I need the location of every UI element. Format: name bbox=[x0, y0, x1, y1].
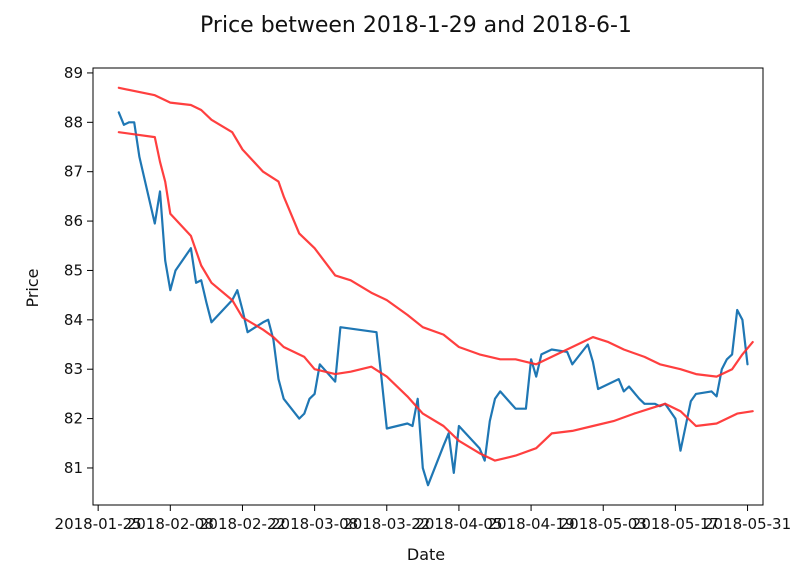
x-tick-label: 2018-04-19 bbox=[487, 515, 574, 533]
y-tick-label: 89 bbox=[64, 64, 83, 82]
x-tick-label: 2018-03-22 bbox=[343, 515, 430, 533]
y-tick-label: 81 bbox=[64, 459, 83, 477]
y-tick-label: 82 bbox=[64, 410, 83, 428]
y-axis: 81 82 83 84 85 86 87 88 89 bbox=[64, 64, 93, 477]
x-axis: 2018-01-252018-02-082018-02-222018-03-08… bbox=[55, 505, 791, 533]
x-tick-label: 2018-05-03 bbox=[560, 515, 647, 533]
x-tick-label: 2018-02-08 bbox=[127, 515, 214, 533]
y-tick-label: 86 bbox=[64, 212, 83, 230]
plot-frame bbox=[92, 67, 764, 506]
x-tick-label: 2018-05-17 bbox=[632, 515, 719, 533]
y-tick-label: 85 bbox=[64, 261, 83, 279]
x-tick-label: 2018-03-08 bbox=[271, 515, 358, 533]
x-tick-label: 2018-05-31 bbox=[704, 515, 791, 533]
y-axis-label: Price bbox=[23, 268, 42, 307]
series-line-3 bbox=[117, 131, 754, 462]
chart-title: Price between 2018-1-29 and 2018-6-1 bbox=[200, 13, 632, 38]
series-line-1 bbox=[117, 111, 749, 487]
x-tick-label: 2018-01-25 bbox=[55, 515, 142, 533]
y-tick-label: 84 bbox=[64, 311, 83, 329]
series-layer bbox=[117, 86, 754, 487]
y-tick-label: 83 bbox=[64, 360, 83, 378]
series-line-2 bbox=[117, 86, 754, 378]
y-tick-label: 87 bbox=[64, 163, 83, 181]
y-tick-label: 88 bbox=[64, 113, 83, 131]
x-tick-label: 2018-04-05 bbox=[415, 515, 502, 533]
x-axis-label: Date bbox=[407, 545, 445, 564]
x-tick-label: 2018-02-22 bbox=[199, 515, 286, 533]
